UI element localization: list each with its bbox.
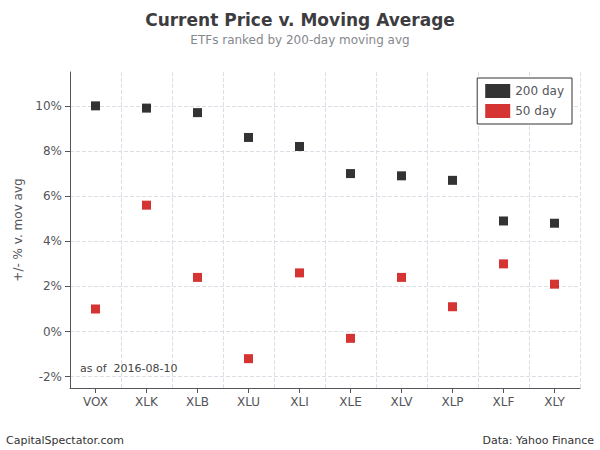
svg-text:ETFs ranked by 200-day moving: ETFs ranked by 200-day moving avg	[190, 33, 409, 47]
svg-text:XLI: XLI	[290, 395, 308, 409]
svg-text:6%: 6%	[43, 189, 62, 203]
svg-text:XLY: XLY	[544, 395, 565, 409]
svg-text:Current Price v. Moving Averag: Current Price v. Moving Average	[145, 10, 455, 30]
svg-text:as of 2016-08-10: as of 2016-08-10	[80, 362, 178, 375]
svg-text:+/- % v. mov avg: +/- % v. mov avg	[11, 178, 25, 281]
svg-text:-2%: -2%	[39, 370, 62, 384]
svg-text:2%: 2%	[43, 279, 62, 293]
svg-text:4%: 4%	[43, 234, 62, 248]
svg-text:50 day: 50 day	[515, 104, 556, 118]
svg-text:10%: 10%	[35, 99, 62, 113]
svg-text:XLB: XLB	[186, 395, 209, 409]
svg-text:XLV: XLV	[391, 395, 414, 409]
svg-text:XLF: XLF	[493, 395, 515, 409]
svg-text:XLU: XLU	[237, 395, 260, 409]
svg-text:XLK: XLK	[135, 395, 159, 409]
svg-text:VOX: VOX	[83, 395, 108, 409]
svg-text:XLP: XLP	[441, 395, 463, 409]
svg-text:CapitalSpectator.com: CapitalSpectator.com	[6, 434, 124, 447]
svg-text:Data: Yahoo Finance: Data: Yahoo Finance	[483, 434, 595, 447]
svg-text:XLE: XLE	[339, 395, 362, 409]
svg-text:200 day: 200 day	[515, 84, 564, 98]
svg-text:0%: 0%	[43, 325, 62, 339]
svg-text:8%: 8%	[43, 144, 62, 158]
